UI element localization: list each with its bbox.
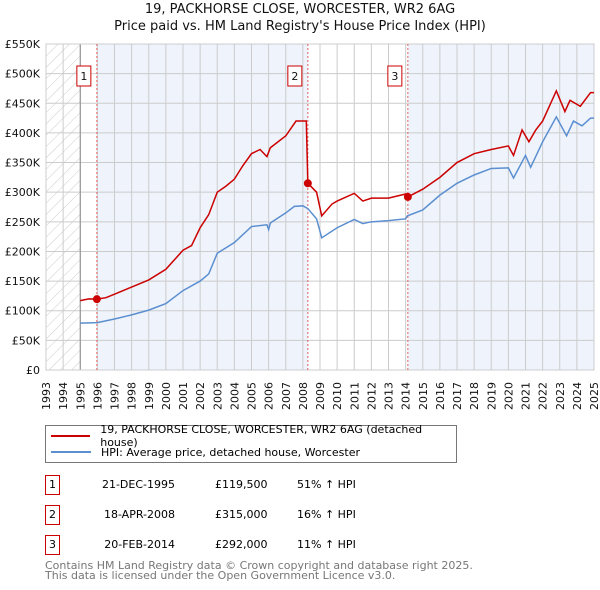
x-tick-label: 2002 (194, 382, 207, 410)
legend-label-hpi: HPI: Average price, detached house, Worc… (101, 445, 361, 459)
series-line (80, 88, 594, 302)
x-tick-label: 2009 (314, 382, 327, 410)
sale-number: 3 (45, 535, 60, 555)
ownership-band (96, 44, 308, 370)
x-tick-label: 2017 (451, 382, 464, 410)
y-tick-label: £200K (5, 245, 41, 258)
x-tick-label: 2021 (520, 382, 533, 410)
x-tick-label: 1993 (40, 382, 53, 410)
legend: 19, PACKHORSE CLOSE, WORCESTER, WR2 6AG … (45, 423, 457, 463)
footer-line-2: This data is licensed under the Open Gov… (45, 569, 396, 582)
y-tick-label: £300K (5, 186, 41, 199)
x-tick-label: 2004 (228, 382, 241, 410)
sale-row: 2 18-APR-2008 £315,000 16% ↑ HPI (45, 505, 465, 525)
plot-border (45, 43, 595, 371)
sale-date: 18-APR-2008 (103, 508, 175, 521)
x-tick-label: 2010 (331, 382, 344, 410)
y-tick-label: £0 (26, 364, 40, 377)
sale-marker-label: 1 (80, 70, 87, 83)
y-tick-label: £400K (5, 127, 41, 140)
sale-point (92, 295, 101, 304)
sale-number: 2 (45, 505, 60, 525)
x-tick-label: 1997 (109, 382, 122, 410)
y-tick-label: £550K (5, 38, 41, 51)
sale-date: 20-FEB-2014 (104, 538, 175, 551)
x-tick-label: 2011 (348, 382, 361, 410)
sale-row: 3 20-FEB-2014 £292,000 11% ↑ HPI (45, 535, 465, 555)
series-line (80, 115, 594, 324)
x-tick-label: 1998 (126, 382, 139, 410)
x-tick-label: 2018 (468, 382, 481, 410)
x-tick-label: 2023 (554, 382, 567, 410)
x-tick-label: 2020 (502, 382, 515, 410)
sale-date: 21-DEC-1995 (101, 478, 175, 491)
sale-marker-label: 3 (391, 70, 398, 83)
x-tick-label: 2007 (280, 382, 293, 410)
sale-marker-box (387, 65, 403, 87)
legend-label-property: 19, PACKHORSE CLOSE, WORCESTER, WR2 6AG … (100, 423, 423, 449)
sale-price: £315,000 (215, 508, 268, 521)
sale-hpi: 51% ↑ HPI (297, 478, 356, 491)
y-tick-label: £500K (5, 68, 41, 81)
x-tick-label: 1995 (74, 382, 87, 410)
x-tick-label: 2003 (211, 382, 224, 410)
x-tick-label: 2015 (417, 382, 430, 410)
ownership-band (407, 44, 594, 370)
chart-subtitle: Price paid vs. HM Land Registry's House … (114, 19, 486, 34)
y-tick-label: £150K (5, 275, 41, 288)
y-tick-label: £100K (5, 305, 41, 318)
x-tick-label: 2014 (400, 382, 413, 410)
x-tick-label: 1996 (91, 382, 104, 410)
sale-marker-label: 2 (291, 70, 298, 83)
x-tick-label: 2024 (571, 382, 584, 410)
y-tick-label: £450K (5, 97, 41, 110)
y-tick-label: £50K (12, 334, 41, 347)
sale-point (303, 179, 312, 188)
sale-price: £119,500 (215, 478, 268, 491)
x-tick-label: 2000 (160, 382, 173, 410)
x-tick-label: 2012 (365, 382, 378, 410)
chart-svg: 1993 1994 1995 1996 1997 1998 1999 2000 2001 2002… (5, 38, 600, 410)
legend-swatch-property (51, 435, 91, 437)
sale-hpi: 11% ↑ HPI (297, 538, 356, 551)
y-tick-label: £250K (5, 216, 41, 229)
sale-row: 1 21-DEC-1995 £119,500 51% ↑ HPI (45, 475, 465, 495)
sale-marker-box (76, 65, 92, 87)
x-tick-label: 1999 (143, 382, 156, 410)
x-tick-label: 2025 (588, 382, 600, 410)
x-tick-label: 2019 (485, 382, 498, 410)
x-tick-label: 2016 (434, 382, 447, 410)
chart-title: 19, PACKHORSE CLOSE, WORCESTER, WR2 6AG (144, 2, 456, 17)
x-tick-label: 2008 (297, 382, 310, 410)
legend-swatch-hpi (51, 451, 91, 453)
footer: Contains HM Land Registry data © Crown c… (45, 559, 473, 582)
footer-line-1: Contains HM Land Registry data © Crown c… (45, 559, 473, 572)
y-tick-label: £350K (5, 157, 41, 170)
x-tick-label: 2022 (537, 382, 550, 410)
x-tick-label: 2005 (246, 382, 259, 410)
sale-point (403, 192, 412, 201)
x-tick-label: 2013 (383, 382, 396, 410)
x-tick-label: 1994 (57, 382, 70, 410)
x-tick-label: 2006 (263, 382, 276, 410)
sale-marker-box (287, 65, 303, 87)
sale-number: 1 (45, 475, 60, 495)
x-tick-label: 2001 (177, 382, 190, 410)
sale-price: £292,000 (215, 538, 268, 551)
sale-hpi: 16% ↑ HPI (297, 508, 356, 521)
